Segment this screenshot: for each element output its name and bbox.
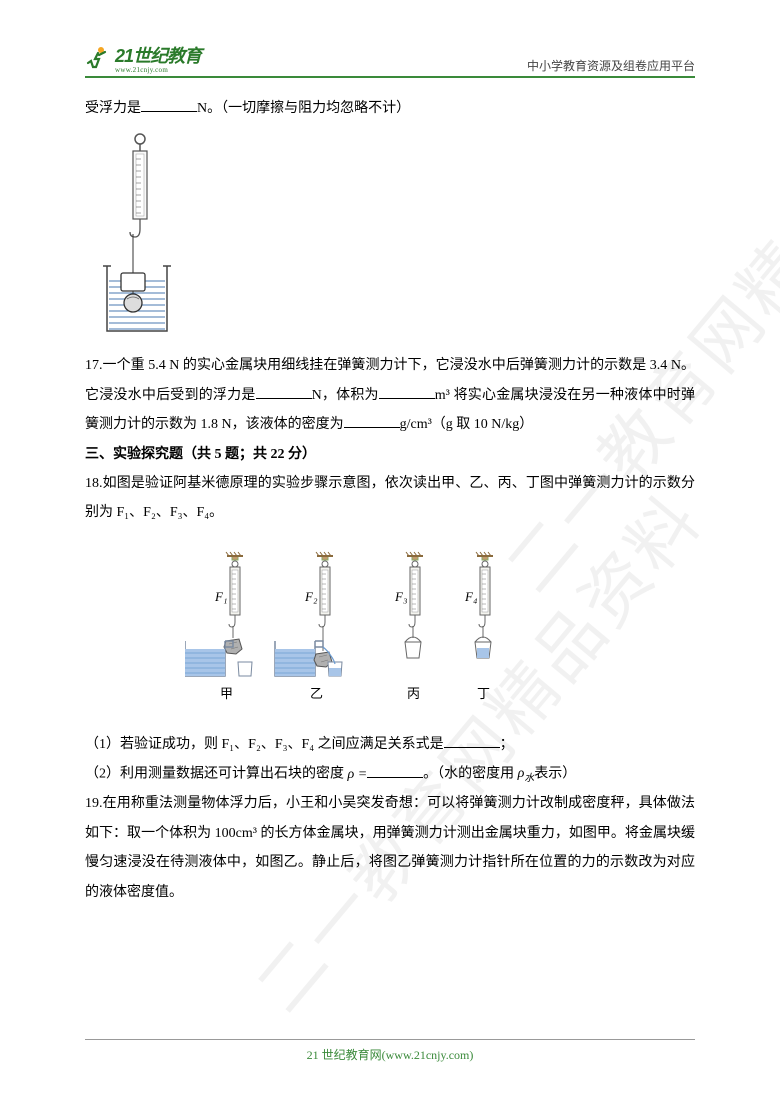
label-bing: 丙 bbox=[407, 686, 420, 701]
page-header: 21世纪教育 www.21cnjy.com 中小学教育资源及组卷应用平台 bbox=[85, 38, 695, 78]
logo-main: 21世纪教育 bbox=[115, 46, 201, 66]
q18-intro: 18.如图是验证阿基米德原理的实验步骤示意图，依次读出甲、乙、丙、丁图中弹簧测力… bbox=[85, 469, 695, 528]
label-F1: F₁ bbox=[214, 589, 227, 604]
q18-sub1: （1）若验证成功，则 F₁、F₂、F₃、F₄ 之间应满足关系式是 ； bbox=[85, 730, 695, 759]
runner-icon bbox=[85, 45, 111, 71]
q18-sub2: （2）利用测量数据还可计算出石块的密度 ρ = 。（水的密度用 ρ水表示） bbox=[85, 759, 695, 789]
figure-spring-beaker bbox=[95, 131, 185, 341]
q17-text: 17.一个重 5.4 N 的实心金属块用细线挂在弹簧测力计下，它浸没水中后弹簧测… bbox=[85, 351, 695, 439]
text: （2）利用测量数据还可计算出石块的密度 bbox=[85, 767, 348, 782]
label-yi: 乙 bbox=[310, 686, 323, 701]
blank bbox=[444, 734, 500, 748]
text: ； bbox=[500, 737, 514, 752]
blank bbox=[256, 385, 312, 399]
rho-equals: ρ = bbox=[348, 760, 368, 789]
text: 受浮力是 bbox=[85, 101, 141, 116]
text: N。（一切摩擦与阻力均忽略不计） bbox=[197, 101, 410, 116]
logo-text: 21世纪教育 www.21cnjy.com bbox=[115, 42, 201, 74]
logo-sub: www.21cnjy.com bbox=[115, 66, 201, 74]
blank bbox=[344, 414, 400, 428]
label-F2: F₂ bbox=[304, 589, 318, 604]
text: 。（水的密度用 bbox=[423, 767, 518, 782]
label-ding: 丁 bbox=[477, 686, 490, 701]
text: 表示） bbox=[534, 767, 576, 782]
rho-water: ρ水 bbox=[518, 759, 535, 789]
blank bbox=[141, 98, 197, 112]
header-right-text: 中小学教育资源及组卷应用平台 bbox=[527, 57, 695, 74]
rho-sub: 水 bbox=[524, 773, 534, 784]
figure-archimedes-exp: F₁ 甲 F₂ 乙 bbox=[185, 546, 545, 716]
label-F3: F₃ bbox=[394, 589, 407, 604]
label-F4: F₄ bbox=[464, 589, 478, 604]
text: （1）若验证成功，则 F₁、F₂、F₃、F₄ 之间应满足关系式是 bbox=[85, 737, 444, 752]
text: N，体积为 bbox=[312, 388, 379, 403]
page-footer: 21 世纪教育网(www.21cnjy.com) bbox=[85, 1039, 695, 1063]
content-area: 受浮力是 N。（一切摩擦与阻力均忽略不计） bbox=[85, 94, 695, 907]
logo: 21世纪教育 www.21cnjy.com bbox=[85, 42, 201, 74]
text: g/cm³（g 取 10 N/kg） bbox=[400, 417, 534, 432]
q19-text: 19.在用称重法测量物体浮力后，小王和小吴突发奇想：可以将弹簧测力计改制成密度秤… bbox=[85, 789, 695, 907]
label-jia: 甲 bbox=[220, 686, 233, 701]
blank bbox=[367, 764, 423, 778]
q16-line: 受浮力是 N。（一切摩擦与阻力均忽略不计） bbox=[85, 94, 695, 123]
blank bbox=[379, 385, 435, 399]
section-3-title: 三、实验探究题（共 5 题；共 22 分） bbox=[85, 440, 695, 469]
